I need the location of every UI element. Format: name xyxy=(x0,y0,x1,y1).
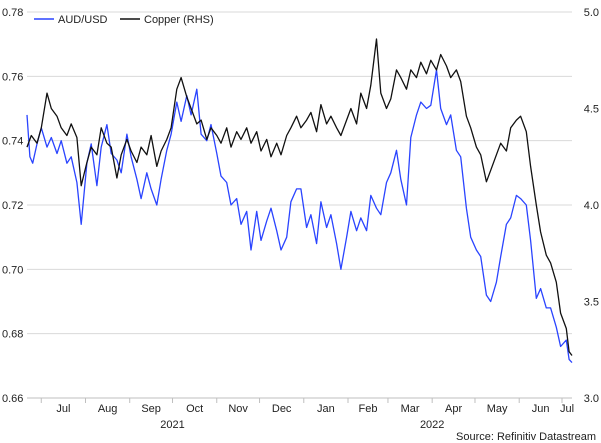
series-line-audusd xyxy=(26,69,573,364)
y-left-tick-label: 0.78 xyxy=(2,7,23,19)
y-left-tick-label: 0.70 xyxy=(2,264,23,276)
series-lines xyxy=(26,38,573,364)
y-right-tick-label: 3.5 xyxy=(584,297,599,309)
x-year-label: 2021 xyxy=(160,419,184,431)
x-tick-label: Dec xyxy=(272,403,292,415)
x-tick-label: Mar xyxy=(401,403,420,415)
x-tick-label: Jun xyxy=(532,403,550,415)
x-tick-label: Jul xyxy=(560,403,574,415)
y-right-tick-label: 5.0 xyxy=(584,7,599,19)
x-tick-label: Feb xyxy=(358,403,377,415)
gridlines xyxy=(27,11,572,399)
x-tick-label: Jan xyxy=(317,403,335,415)
x-tick-label: Sep xyxy=(141,403,161,415)
series-line-copper xyxy=(26,38,573,356)
y-left-tick-label: 0.66 xyxy=(2,393,23,405)
axes: 0.66 0.68 0.70 0.72 0.74 0.76 0.78 3.0 3.5 4.0 4.5… xyxy=(2,7,599,431)
x-tick-label: Oct xyxy=(186,403,203,415)
legend-label: Copper (RHS) xyxy=(144,14,214,26)
x-tick-label: Apr xyxy=(445,403,462,415)
x-tick-label: Nov xyxy=(228,403,248,415)
y-left-tick-label: 0.72 xyxy=(2,200,23,212)
x-year-label: 2022 xyxy=(420,419,444,431)
y-right-tick-label: 4.5 xyxy=(584,104,599,116)
source-label: Source: Refinitiv Datastream xyxy=(456,431,596,443)
x-tick-label: Aug xyxy=(98,403,118,415)
y-left-tick-label: 0.68 xyxy=(2,329,23,341)
y-right-tick-label: 4.0 xyxy=(584,200,599,212)
legend-label: AUD/USD xyxy=(58,14,108,26)
x-tick-label: Jul xyxy=(56,403,70,415)
y-right-tick-label: 3.0 xyxy=(584,393,599,405)
source-note: Source: Refinitiv Datastream xyxy=(456,431,596,443)
y-left-tick-label: 0.74 xyxy=(2,136,23,148)
legend: AUD/USD Copper (RHS) xyxy=(34,14,214,26)
x-tick-label: May xyxy=(487,403,508,415)
y-left-tick-label: 0.76 xyxy=(2,71,23,83)
